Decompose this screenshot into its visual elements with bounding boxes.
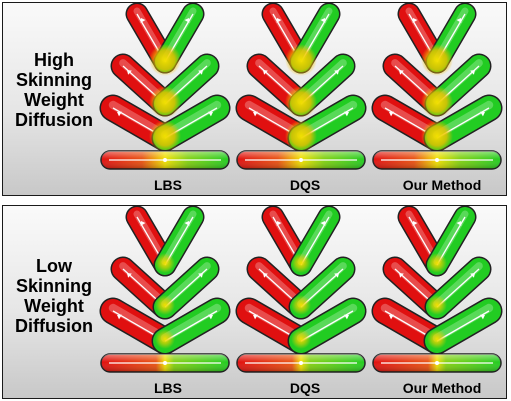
row-label-line: Diffusion [15,110,93,130]
straight-tube-joint [435,158,439,162]
bone-arrow-head [127,273,132,278]
row-label-line: Weight [24,296,84,316]
bone-arrow-head [456,18,462,23]
bent-tube-joint-blend [427,253,447,273]
bone-arrow-head [389,111,394,117]
bent-tube-joint-blend [285,44,317,76]
bent-tube-right-arm-highlight [161,262,211,308]
bent-tube-joint-blend [421,120,453,152]
bone-arrow-head [480,111,485,117]
bent-tube-joint-blend [149,86,181,118]
straight-tube-joint [163,158,167,162]
bone-arrow-head [276,221,282,226]
method-label-ours: Our Method [402,177,482,193]
bone-arrow-head [412,221,418,226]
bone-arrow-head [184,221,190,226]
bone-arrow-head [253,111,258,117]
method-label-dqs: DQS [289,380,321,396]
bent-tube-joint-blend [291,295,311,315]
bone-arrow-head [456,221,462,226]
bone-arrow-head [399,70,404,75]
straight-tube-joint [299,361,303,365]
bone-arrow-head [412,18,418,23]
bent-tube-joint-blend [421,86,453,118]
row-label-line: Low [36,256,72,276]
bone-arrow-head [198,273,203,278]
row-label-line: Diffusion [15,316,93,336]
straight-tube-joint [299,158,303,162]
method-label-dqs: DQS [289,177,321,193]
bone-arrow-head [198,70,203,75]
bent-tube-right-arm-highlight [433,262,483,308]
bone-arrow-head [334,273,339,278]
method-label-lbs: LBS [154,177,182,193]
bone-arrow-head [263,70,268,75]
bent-tube-joint-blend [149,44,181,76]
bone-arrow-head [480,314,485,320]
bone-arrow-head [117,111,122,117]
bent-tube-joint-blend [149,120,181,152]
bone-arrow-head [117,314,122,320]
bent-tube-joint-blend [291,329,311,349]
bone-arrow-head [344,111,349,117]
bone-arrow-head [184,18,190,23]
bone-arrow-head [470,273,475,278]
straight-tube-joint [163,361,167,365]
bent-tube-joint-blend [421,44,453,76]
row-label-line: Skinning [16,70,92,90]
row-label-low: Low Skinning Weight Diffusion [4,256,104,336]
bent-tube-joint-blend [155,295,175,315]
method-label-ours: Our Method [402,380,482,396]
bent-tube-right-arm-highlight [297,262,347,308]
bone-arrow-head [253,314,258,320]
straight-tube-joint [435,361,439,365]
bent-tube-right-arm-highlight [160,303,222,343]
bone-arrow-head [320,221,326,226]
bone-arrow-head [263,273,268,278]
bent-tube-right-arm-highlight [432,303,494,343]
bone-arrow-head [470,70,475,75]
bent-tube-joint-blend [155,329,175,349]
bone-arrow-head [334,70,339,75]
bone-arrow-head [208,314,213,320]
bent-tube-joint-blend [427,295,447,315]
bent-tube-joint-blend [285,86,317,118]
row-label-high: High Skinning Weight Diffusion [4,50,104,130]
bone-arrow-head [276,18,282,23]
bent-tube-joint-blend [285,120,317,152]
bone-arrow-head [127,70,132,75]
bone-arrow-head [140,18,146,23]
method-label-lbs: LBS [154,380,182,396]
bent-tube-joint-blend [291,253,311,273]
row-label-line: Weight [24,90,84,110]
bent-tube-right-arm-highlight [296,303,358,343]
bone-arrow-head [140,221,146,226]
bone-arrow-head [389,314,394,320]
row-label-line: High [34,50,74,70]
bone-arrow-head [208,111,213,117]
row-label-line: Skinning [16,276,92,296]
bone-arrow-head [344,314,349,320]
bent-tube-joint-blend [427,329,447,349]
bent-tube-joint-blend [155,253,175,273]
bone-arrow-head [320,18,326,23]
bone-arrow-head [399,273,404,278]
